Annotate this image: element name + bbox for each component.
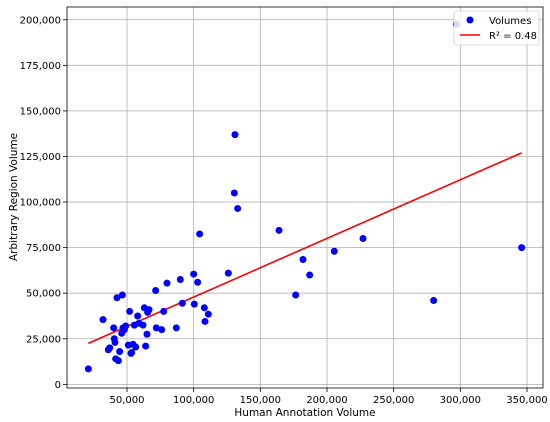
y-axis-ticks: 0 25,000 50,000 75,000 100,000 125,000 150,000… bbox=[20, 15, 67, 391]
data-point bbox=[139, 321, 147, 329]
data-point bbox=[158, 326, 166, 334]
legend-label-volumes: Volumes bbox=[489, 16, 531, 27]
x-tick-label: 150,000 bbox=[240, 395, 281, 406]
x-tick-label: 300,000 bbox=[440, 395, 481, 406]
y-tick-label: 125,000 bbox=[20, 152, 61, 163]
x-tick-label: 100,000 bbox=[173, 395, 214, 406]
data-point bbox=[111, 338, 119, 346]
data-point bbox=[359, 235, 367, 243]
y-tick-label: 200,000 bbox=[20, 15, 61, 26]
data-point bbox=[224, 269, 232, 277]
data-point bbox=[230, 189, 238, 197]
y-axis-label: Arbitrary Region Volume bbox=[8, 133, 20, 261]
data-point bbox=[172, 324, 180, 332]
x-tick-label: 250,000 bbox=[373, 395, 414, 406]
x-tick-label: 200,000 bbox=[306, 395, 347, 406]
data-point bbox=[196, 230, 204, 238]
y-tick-label: 100,000 bbox=[20, 198, 61, 209]
data-point bbox=[134, 312, 142, 320]
y-tick-label: 50,000 bbox=[26, 289, 61, 300]
data-point bbox=[176, 276, 184, 284]
data-point bbox=[201, 317, 209, 325]
y-tick-label: 175,000 bbox=[20, 61, 61, 72]
plot-frame bbox=[66, 6, 544, 389]
data-point bbox=[126, 307, 134, 315]
y-tick-label: 150,000 bbox=[20, 106, 61, 117]
data-point bbox=[113, 294, 121, 302]
data-point bbox=[160, 307, 168, 315]
legend: Volumes R² = 0.48 bbox=[453, 10, 540, 46]
data-point bbox=[142, 342, 150, 350]
data-point bbox=[128, 348, 136, 356]
data-point bbox=[143, 330, 151, 338]
data-point bbox=[330, 247, 338, 255]
regression-line bbox=[88, 152, 522, 345]
data-point bbox=[306, 271, 314, 279]
data-point bbox=[116, 348, 124, 356]
data-point bbox=[518, 244, 526, 252]
data-point bbox=[204, 310, 212, 318]
data-point bbox=[99, 316, 107, 324]
y-tick-label: 75,000 bbox=[26, 243, 61, 254]
data-points bbox=[84, 20, 526, 373]
legend-marker-volumes bbox=[466, 16, 474, 24]
data-point bbox=[152, 286, 160, 294]
data-point bbox=[122, 322, 130, 330]
data-point bbox=[118, 291, 126, 299]
data-point bbox=[152, 324, 160, 332]
data-point bbox=[106, 344, 114, 352]
y-tick-label: 25,000 bbox=[26, 334, 61, 345]
data-point bbox=[190, 270, 198, 278]
x-tick-label: 50,000 bbox=[110, 395, 145, 406]
data-point bbox=[430, 296, 438, 304]
data-point bbox=[84, 365, 92, 373]
data-point bbox=[190, 300, 198, 308]
data-point bbox=[132, 343, 140, 351]
data-point bbox=[200, 304, 208, 312]
x-axis-ticks: 50,000 100,000 150,000 200,000 250,000 300,00… bbox=[110, 388, 548, 406]
legend-box bbox=[453, 10, 540, 46]
data-point bbox=[231, 131, 239, 139]
x-axis-label: Human Annotation Volume bbox=[234, 407, 375, 419]
data-point bbox=[114, 357, 122, 365]
regression-line-group bbox=[88, 152, 522, 345]
data-point bbox=[110, 324, 118, 332]
data-point bbox=[163, 279, 171, 287]
data-point bbox=[275, 226, 283, 234]
data-point bbox=[145, 306, 153, 314]
data-point bbox=[299, 255, 307, 263]
data-point bbox=[178, 299, 186, 307]
legend-label-regression: R² = 0.48 bbox=[489, 31, 537, 42]
y-tick-label: 0 bbox=[55, 380, 61, 391]
x-tick-label: 350,000 bbox=[506, 395, 547, 406]
data-point bbox=[194, 278, 202, 286]
data-point bbox=[292, 291, 300, 299]
data-point bbox=[234, 204, 242, 212]
grid-lines bbox=[67, 7, 543, 388]
